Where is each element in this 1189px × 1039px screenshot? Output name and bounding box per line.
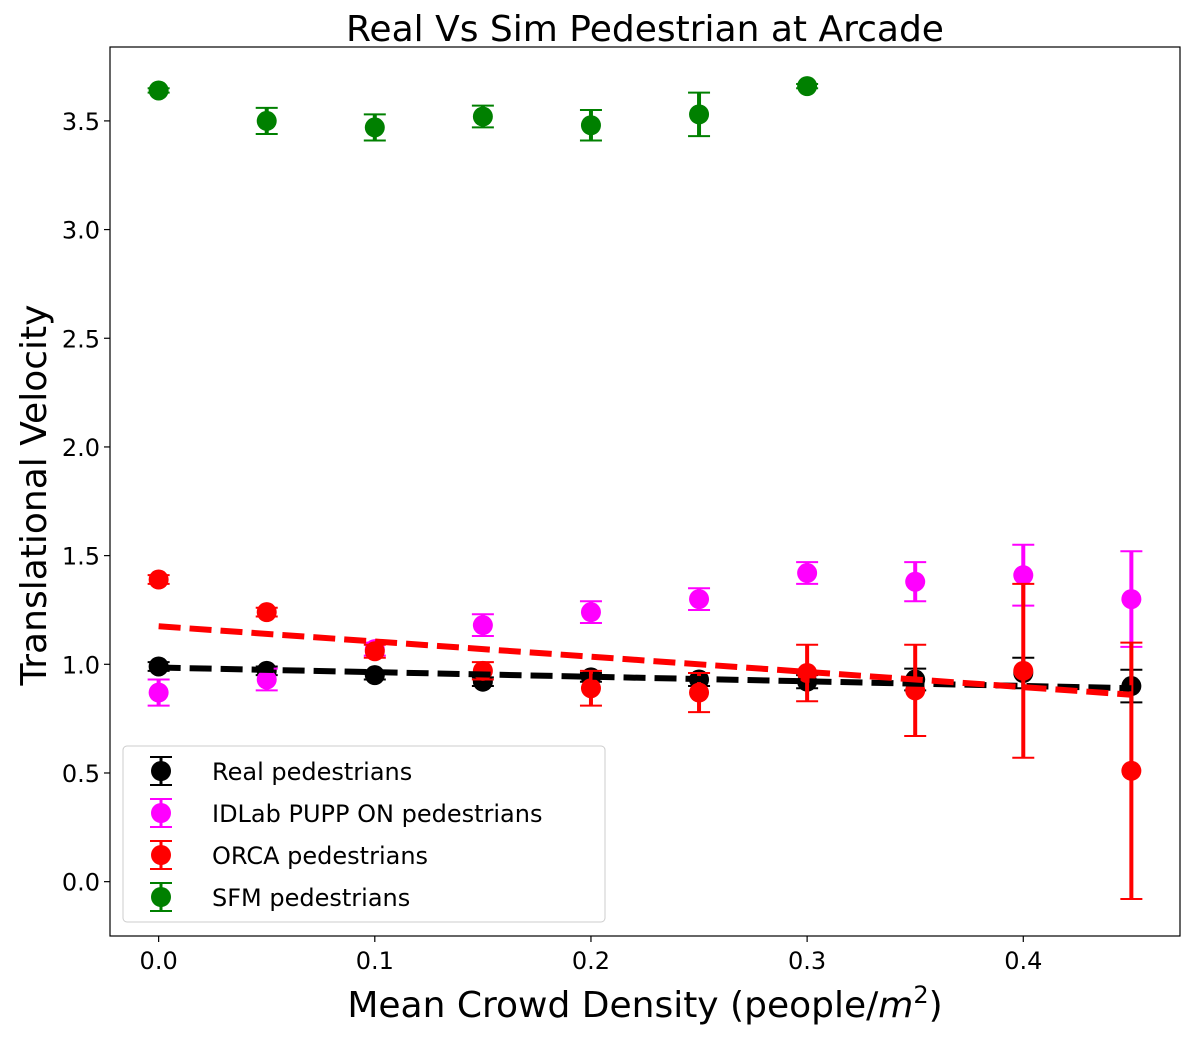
- axes-frame: [109, 46, 1181, 937]
- legend: Real pedestrians IDLab PUPP ON pedestrian…: [122, 745, 606, 923]
- data-point: [1013, 565, 1034, 586]
- data-point: [148, 80, 169, 101]
- legend-label: Real pedestrians: [212, 758, 412, 786]
- data-point: [148, 656, 169, 677]
- chart-title: Real Vs Sim Pedestrian at Arcade: [346, 9, 944, 50]
- data-point: [797, 76, 818, 97]
- data-point: [797, 662, 818, 683]
- legend-marker: [151, 887, 171, 907]
- y-tick-label: 1.5: [62, 543, 100, 571]
- data-point: [256, 602, 277, 623]
- data-point: [148, 682, 169, 703]
- y-tick-label: 3.5: [62, 108, 100, 136]
- x-tick-label: 0.0: [140, 947, 178, 975]
- legend-box: [122, 745, 606, 923]
- data-point: [472, 660, 493, 681]
- x-tick-label: 0.4: [1004, 947, 1042, 975]
- data-point: [1013, 660, 1034, 681]
- data-point: [364, 117, 385, 138]
- legend-label: ORCA pedestrians: [212, 842, 428, 870]
- legend-label: SFM pedestrians: [212, 884, 410, 912]
- data-point: [580, 115, 601, 136]
- plot-area: 0.0 0.1 0.2 0.3 0.4 0.0 0.5 1.0 1.5 2.0 2.5 3.0 3.5: [62, 46, 1181, 975]
- series-1: [147, 543, 1143, 707]
- y-axis-title: Translational Velocity: [14, 305, 55, 687]
- data-point: [256, 669, 277, 690]
- data-point: [148, 569, 169, 590]
- x-tick-label: 0.2: [572, 947, 610, 975]
- series-3: [147, 76, 819, 142]
- data-point: [472, 615, 493, 636]
- data-point: [905, 571, 926, 592]
- y-tick-label: 0.0: [62, 869, 100, 897]
- y-tick-label: 0.5: [62, 760, 100, 788]
- data-point: [1121, 760, 1142, 781]
- trend-line-1: [158, 623, 1132, 698]
- data-point: [689, 589, 710, 610]
- x-tick-label: 0.1: [356, 947, 394, 975]
- data-point: [689, 682, 710, 703]
- data-point: [580, 678, 601, 699]
- y-tick-label: 1.0: [62, 651, 100, 679]
- data-point: [580, 602, 601, 623]
- legend-label: IDLab PUPP ON pedestrians: [212, 800, 542, 828]
- x-axis-title: Mean Crowd Density (people/m2): [347, 981, 942, 1026]
- data-point: [797, 563, 818, 584]
- data-point: [256, 110, 277, 131]
- x-tick-label: 0.3: [788, 947, 826, 975]
- y-tick-label: 3.0: [62, 217, 100, 245]
- data-point: [364, 641, 385, 662]
- data-point: [472, 106, 493, 127]
- y-tick-label: 2.5: [62, 325, 100, 353]
- legend-marker: [151, 761, 171, 781]
- legend-marker: [151, 845, 171, 865]
- legend-marker: [151, 803, 171, 823]
- data-point: [1121, 589, 1142, 610]
- data-point: [689, 104, 710, 125]
- y-tick-label: 2.0: [62, 434, 100, 462]
